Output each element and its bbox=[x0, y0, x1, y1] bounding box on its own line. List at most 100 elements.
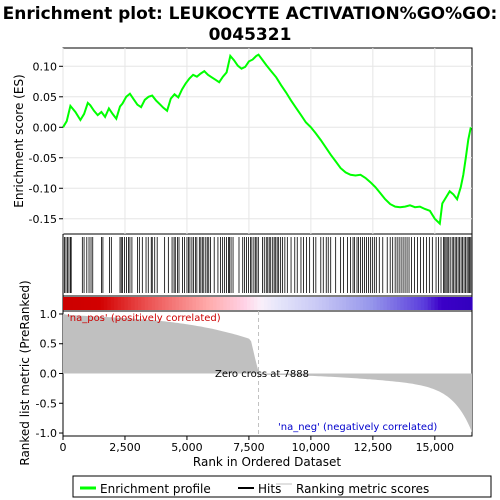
color-bar-segment bbox=[141, 297, 146, 310]
x-axis-title: Rank in Ordered Dataset bbox=[193, 455, 341, 469]
color-bar-segment bbox=[417, 297, 422, 310]
color-bar-segment bbox=[434, 297, 439, 310]
color-bar-segment bbox=[257, 297, 262, 310]
color-bar-segment bbox=[294, 297, 299, 310]
color-bar-segment bbox=[223, 297, 228, 310]
color-bar-segment bbox=[400, 297, 405, 310]
rank-color-bar bbox=[63, 297, 473, 310]
color-bar-segment bbox=[298, 297, 303, 310]
color-bar-segment bbox=[209, 297, 214, 310]
color-bar-segment bbox=[250, 297, 255, 310]
es-tick-label: -0.15 bbox=[29, 213, 57, 226]
color-bar-segment bbox=[264, 297, 269, 310]
es-tick-label: 0.00 bbox=[33, 121, 58, 134]
color-bar-segment bbox=[117, 297, 122, 310]
color-bar-segment bbox=[66, 297, 71, 310]
color-bar-segment bbox=[362, 297, 367, 310]
color-bar-segment bbox=[322, 297, 327, 310]
color-bar-segment bbox=[352, 297, 357, 310]
color-bar-segment bbox=[185, 297, 190, 310]
color-bar-segment bbox=[236, 297, 241, 310]
color-bar-segment bbox=[148, 297, 153, 310]
pos-correlation-label: 'na_pos' (positively correlated) bbox=[67, 313, 221, 324]
color-bar-segment bbox=[93, 297, 98, 310]
color-bar-segment bbox=[212, 297, 217, 310]
color-bar-segment bbox=[267, 297, 272, 310]
color-bar-segment bbox=[63, 297, 68, 310]
color-bar-segment bbox=[172, 297, 177, 310]
color-bar-segment bbox=[359, 297, 364, 310]
color-bar-segment bbox=[165, 297, 170, 310]
color-bar-segment bbox=[219, 297, 224, 310]
color-bar-segment bbox=[393, 297, 398, 310]
enrichment-profile-series bbox=[62, 53, 472, 226]
color-bar-segment bbox=[468, 297, 473, 310]
legend-metric-label: Ranking metric scores bbox=[296, 482, 429, 496]
color-bar-segment bbox=[465, 297, 470, 310]
color-bar-segment bbox=[441, 297, 446, 310]
es-tick-label: 0.10 bbox=[33, 60, 58, 73]
color-bar-segment bbox=[233, 297, 238, 310]
legend-enrichment-label: Enrichment profile bbox=[100, 482, 211, 496]
color-bar-segment bbox=[107, 297, 112, 310]
metric-tick-label: 1.0 bbox=[40, 308, 58, 321]
color-bar-segment bbox=[73, 297, 78, 310]
ranking-metric-series bbox=[63, 311, 472, 436]
color-bar-segment bbox=[86, 297, 91, 310]
color-bar-segment bbox=[403, 297, 408, 310]
color-bar-segment bbox=[437, 297, 442, 310]
color-bar-segment bbox=[69, 297, 74, 310]
color-bar-segment bbox=[345, 297, 350, 310]
metric-tick-label: -0.5 bbox=[36, 397, 57, 410]
color-bar-segment bbox=[390, 297, 395, 310]
metric-tick-label: -1.0 bbox=[36, 427, 57, 440]
color-bar-segment bbox=[379, 297, 384, 310]
color-bar-segment bbox=[189, 297, 194, 310]
color-bar-segment bbox=[240, 297, 245, 310]
color-bar-segment bbox=[308, 297, 313, 310]
color-bar-segment bbox=[407, 297, 412, 310]
color-bar-segment bbox=[270, 297, 275, 310]
color-bar-segment bbox=[202, 297, 207, 310]
color-bar-segment bbox=[151, 297, 156, 310]
hits-series bbox=[64, 237, 472, 293]
enrichment-profile-line bbox=[62, 53, 472, 226]
color-bar-segment bbox=[199, 297, 204, 310]
x-tick-label: 2,500 bbox=[109, 441, 141, 454]
color-bar-segment bbox=[356, 297, 361, 310]
color-bar-segment bbox=[131, 297, 136, 310]
color-bar-segment bbox=[386, 297, 391, 310]
color-bar-segment bbox=[277, 297, 282, 310]
zero-cross-label: Zero cross at 7888 bbox=[215, 369, 309, 380]
color-bar-segment bbox=[110, 297, 115, 310]
color-bar-segment bbox=[175, 297, 180, 310]
color-bar-segment bbox=[90, 297, 95, 310]
color-bar-segment bbox=[287, 297, 292, 310]
color-bar-segment bbox=[328, 297, 333, 310]
color-bar-segment bbox=[155, 297, 160, 310]
neg-correlation-label: 'na_neg' (negatively correlated) bbox=[278, 422, 437, 433]
color-bar-segment bbox=[137, 297, 142, 310]
color-bar-segment bbox=[253, 297, 258, 310]
color-bar-segment bbox=[284, 297, 289, 310]
legend-box bbox=[72, 475, 492, 498]
color-bar-segment bbox=[182, 297, 187, 310]
color-bar-segment bbox=[301, 297, 306, 310]
es-axis-title: Enrichment score (ES) bbox=[12, 74, 26, 207]
color-bar-segment bbox=[410, 297, 415, 310]
color-bar-segment bbox=[431, 297, 436, 310]
color-bar-segment bbox=[281, 297, 286, 310]
chart-title-line-2: 0045321 bbox=[209, 25, 292, 45]
color-bar-segment bbox=[80, 297, 85, 310]
color-bar-segment bbox=[315, 297, 320, 310]
color-bar-segment bbox=[168, 297, 173, 310]
color-bar-segment bbox=[127, 297, 132, 310]
color-bar-segment bbox=[424, 297, 429, 310]
color-bar-segment bbox=[414, 297, 419, 310]
color-bar-segment bbox=[397, 297, 402, 310]
color-bar-segment bbox=[335, 297, 340, 310]
metric-tick-label: 0.5 bbox=[40, 338, 58, 351]
color-bar-segment bbox=[260, 297, 265, 310]
